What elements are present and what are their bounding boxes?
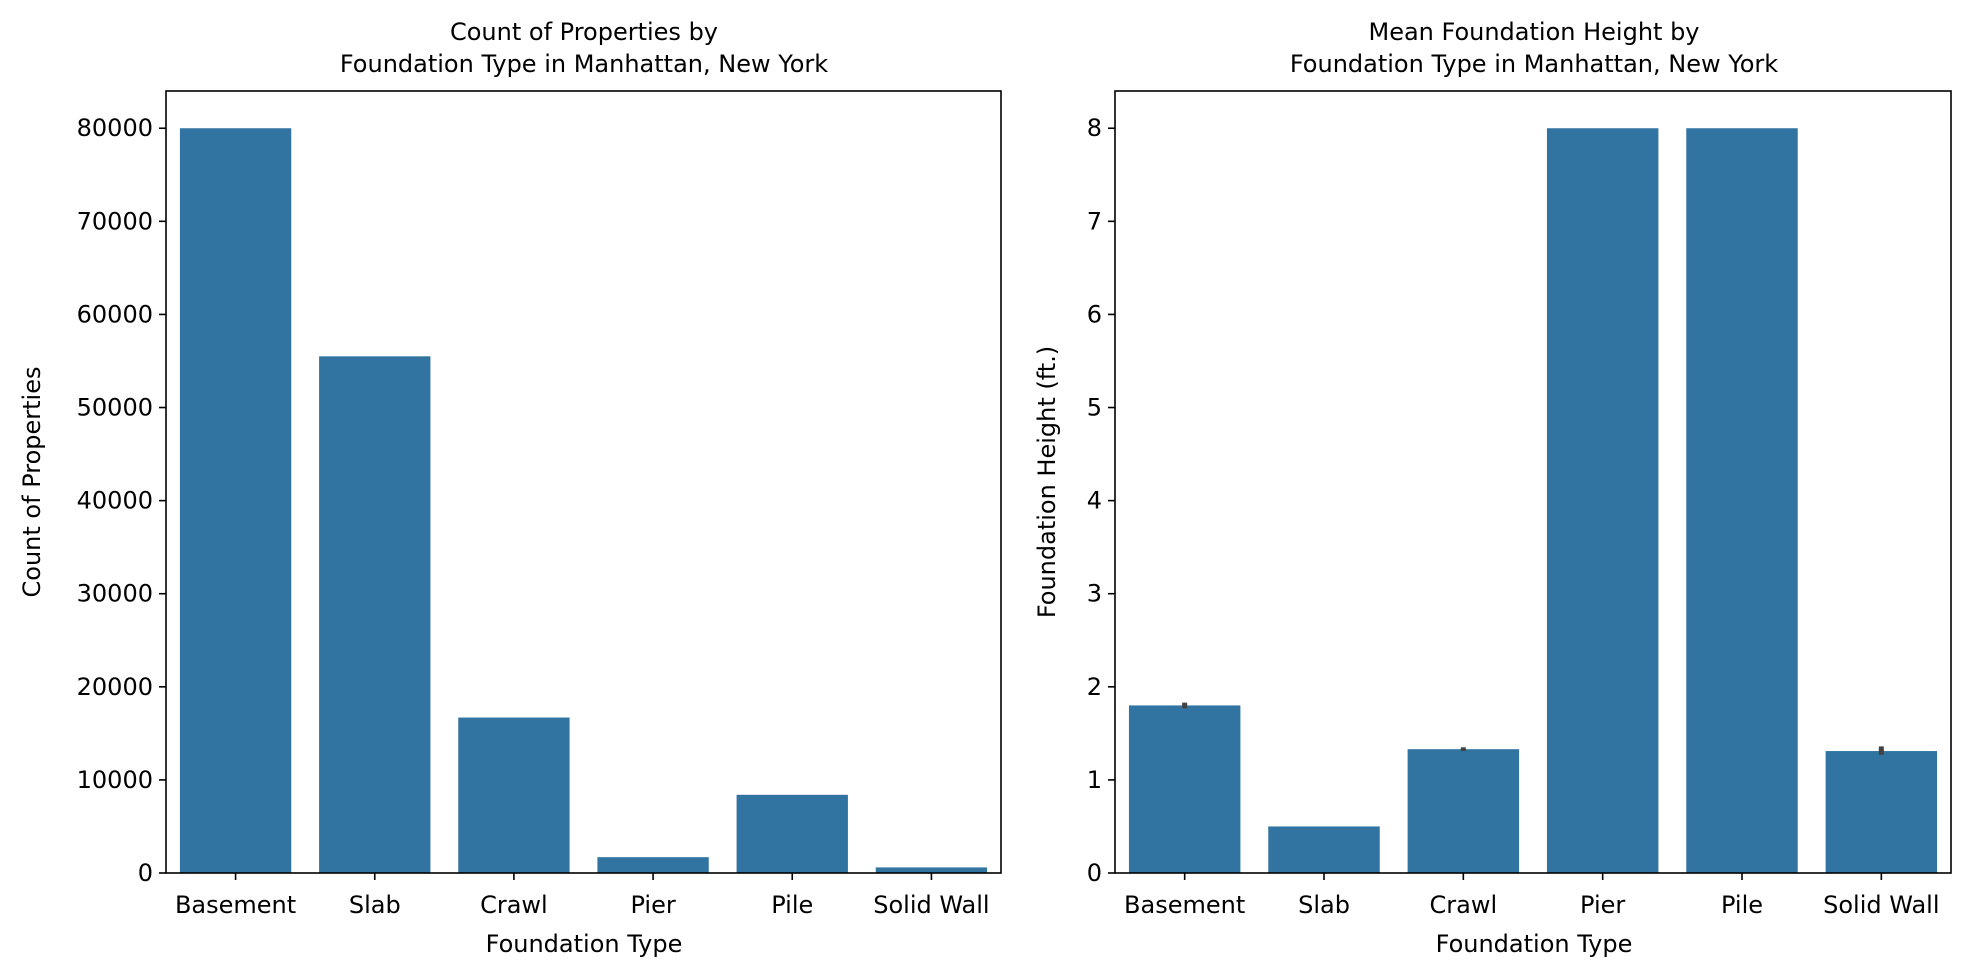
y-tick-label: 30000 [77,580,153,608]
axes-frame [165,90,1002,874]
y-tick-label: 20000 [77,673,153,701]
y-tick-label: 7 [1087,207,1102,235]
bar-pier [1546,128,1659,873]
x-tick-label: Basement [175,891,296,919]
bar-solid-wall [1825,751,1938,873]
bar-basement [1128,705,1241,873]
bar-slab [1268,826,1380,873]
y-tick-label: 40000 [77,487,153,515]
x-tick-label: Slab [349,891,401,919]
y-tick-label: 0 [1087,859,1102,887]
bar-pile [1686,128,1798,873]
bar-crawl [458,717,570,873]
x-tick-label: Crawl [480,891,548,919]
plot-area: 0 10000 20000 30000 40000 50000 60000 70000 8000… [77,90,1002,919]
x-tick-label: Solid Wall [1823,891,1939,919]
y-axis-label: Foundation Height (ft.) [1033,346,1061,618]
y-tick-label: 10000 [77,766,153,794]
y-tick-label: 5 [1087,394,1102,422]
y-tick-label: 6 [1087,300,1102,328]
chart-title-line-2: Foundation Type in Manhattan, New York [340,50,828,78]
y-tick-label: 60000 [77,300,153,328]
bar-pile [736,794,848,873]
bar-basement [179,128,292,873]
chart-count-of-properties: Count of Properties by Foundation Type i… [18,18,1002,958]
y-tick-label: 0 [138,859,153,887]
y-tick-label: 8 [1087,114,1102,142]
y-axis-label: Count of Properties [18,367,46,598]
y-tick-label: 2 [1087,673,1102,701]
y-tick-label: 3 [1087,580,1102,608]
x-axis-label: Foundation Type [486,930,683,958]
x-tick-label: Pier [1580,891,1625,919]
x-tick-label: Crawl [1430,891,1498,919]
x-tick-label: Pile [1721,891,1763,919]
bar-solid-wall [875,867,988,873]
y-tick-label: 80000 [77,114,153,142]
chart-title-line-2: Foundation Type in Manhattan, New York [1290,50,1778,78]
x-tick-label: Solid Wall [873,891,989,919]
axes-frame [1114,90,1952,874]
x-tick-label: Basement [1124,891,1245,919]
x-tick-label: Slab [1298,891,1350,919]
bar-crawl [1407,749,1520,873]
bar-pier [597,857,709,873]
bar-slab [319,356,431,874]
y-tick-label: 1 [1087,766,1102,794]
y-tick-label: 4 [1087,487,1102,515]
x-axis-label: Foundation Type [1436,930,1633,958]
chart-mean-foundation-height: Mean Foundation Height by Foundation Typ… [1033,18,1952,958]
chart-title-line-1: Count of Properties by [450,18,718,46]
y-tick-label: 50000 [77,394,153,422]
x-tick-label: Pile [771,891,813,919]
x-tick-label: Pier [630,891,675,919]
chart-title-line-1: Mean Foundation Height by [1368,18,1699,46]
y-tick-label: 70000 [77,207,153,235]
plot-area: 0 1 2 3 4 5 6 7 8 Basement Slab Crawl Pier Pile Solid … [1087,90,1952,919]
